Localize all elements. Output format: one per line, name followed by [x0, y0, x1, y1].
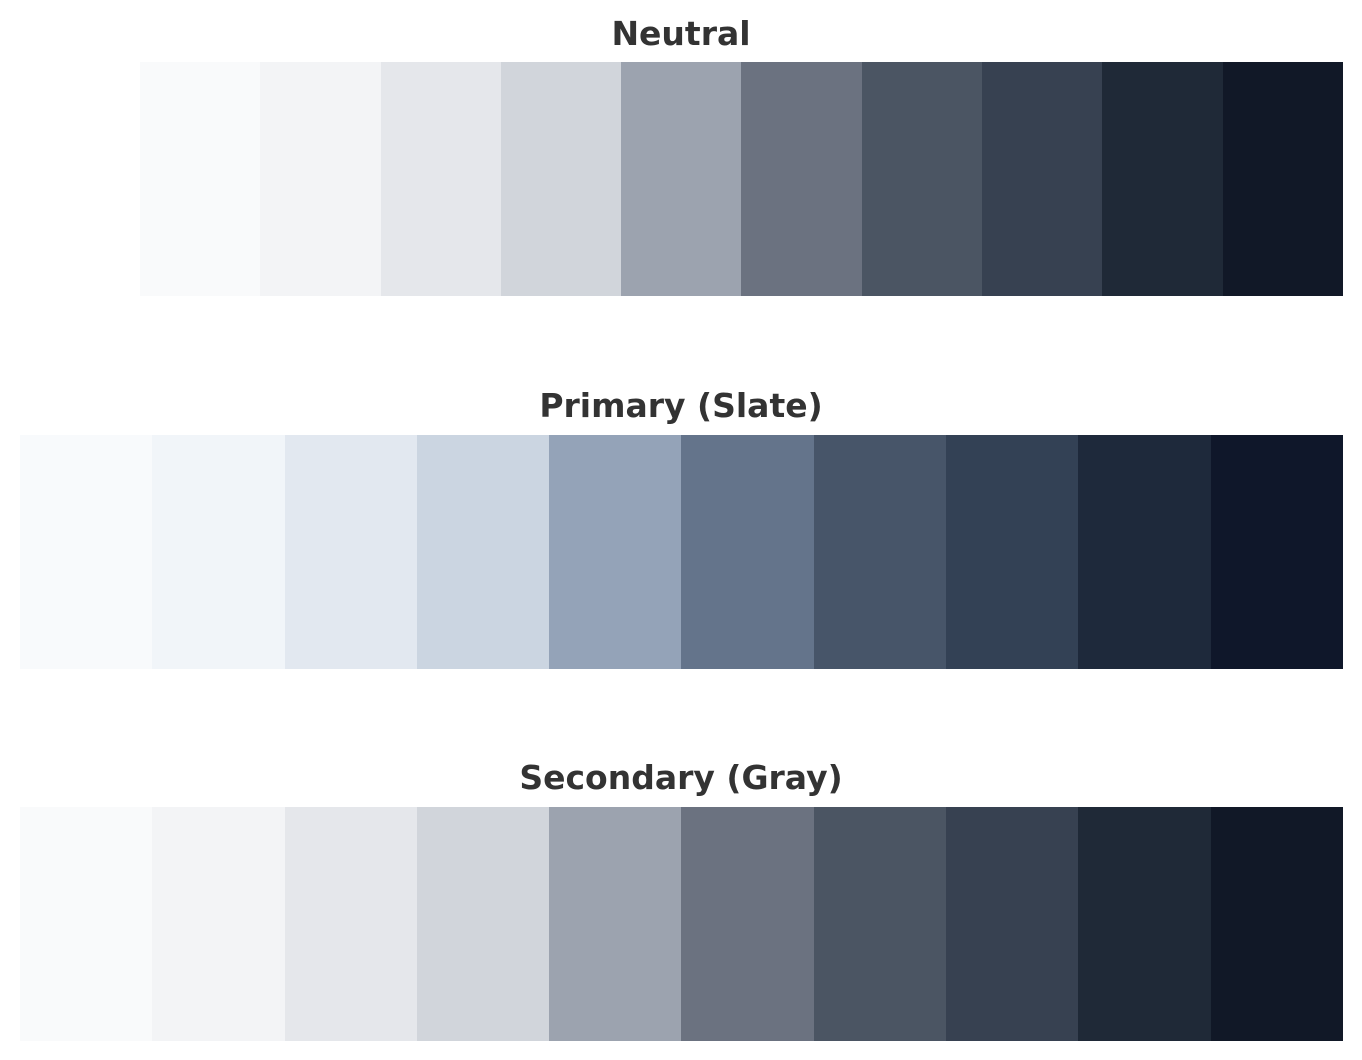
swatch-primary-1 [20, 435, 153, 669]
swatch-neutral-6 [741, 62, 862, 296]
swatch-primary-8 [946, 435, 1079, 669]
swatch-primary-6 [681, 435, 814, 669]
swatch-secondary-4 [416, 807, 550, 1041]
swatch-neutral-2 [260, 62, 381, 296]
swatch-primary-3 [284, 435, 417, 669]
swatch-secondary-10 [1210, 807, 1343, 1041]
palette-neutral: Neutral [0, 0, 1362, 300]
palette-primary: Primary (Slate) [0, 372, 1362, 672]
swatch-secondary-7 [813, 807, 947, 1041]
swatch-row-primary [20, 435, 1343, 669]
swatch-neutral-7 [861, 62, 983, 296]
swatch-row-neutral [140, 62, 1343, 296]
swatch-primary-5 [549, 435, 682, 669]
swatch-neutral-1 [140, 62, 261, 296]
swatch-secondary-1 [20, 807, 153, 1041]
swatch-neutral-5 [621, 62, 742, 296]
swatch-secondary-3 [284, 807, 417, 1041]
swatch-neutral-8 [982, 62, 1103, 296]
swatch-primary-9 [1078, 435, 1211, 669]
swatch-neutral-9 [1102, 62, 1223, 296]
swatch-neutral-10 [1222, 62, 1343, 296]
palette-title-neutral: Neutral [611, 14, 751, 53]
swatch-secondary-5 [549, 807, 682, 1041]
swatch-primary-7 [813, 435, 947, 669]
swatch-neutral-4 [500, 62, 622, 296]
swatch-secondary-6 [681, 807, 814, 1041]
swatch-secondary-2 [152, 807, 285, 1041]
swatch-neutral-3 [380, 62, 501, 296]
swatch-row-secondary [20, 807, 1343, 1041]
palette-title-secondary: Secondary (Gray) [519, 758, 843, 797]
palette-secondary: Secondary (Gray) [0, 744, 1362, 1044]
swatch-secondary-8 [946, 807, 1079, 1041]
swatch-primary-4 [416, 435, 550, 669]
swatch-primary-10 [1210, 435, 1343, 669]
palette-title-primary: Primary (Slate) [539, 386, 823, 425]
swatch-secondary-9 [1078, 807, 1211, 1041]
swatch-primary-2 [152, 435, 285, 669]
